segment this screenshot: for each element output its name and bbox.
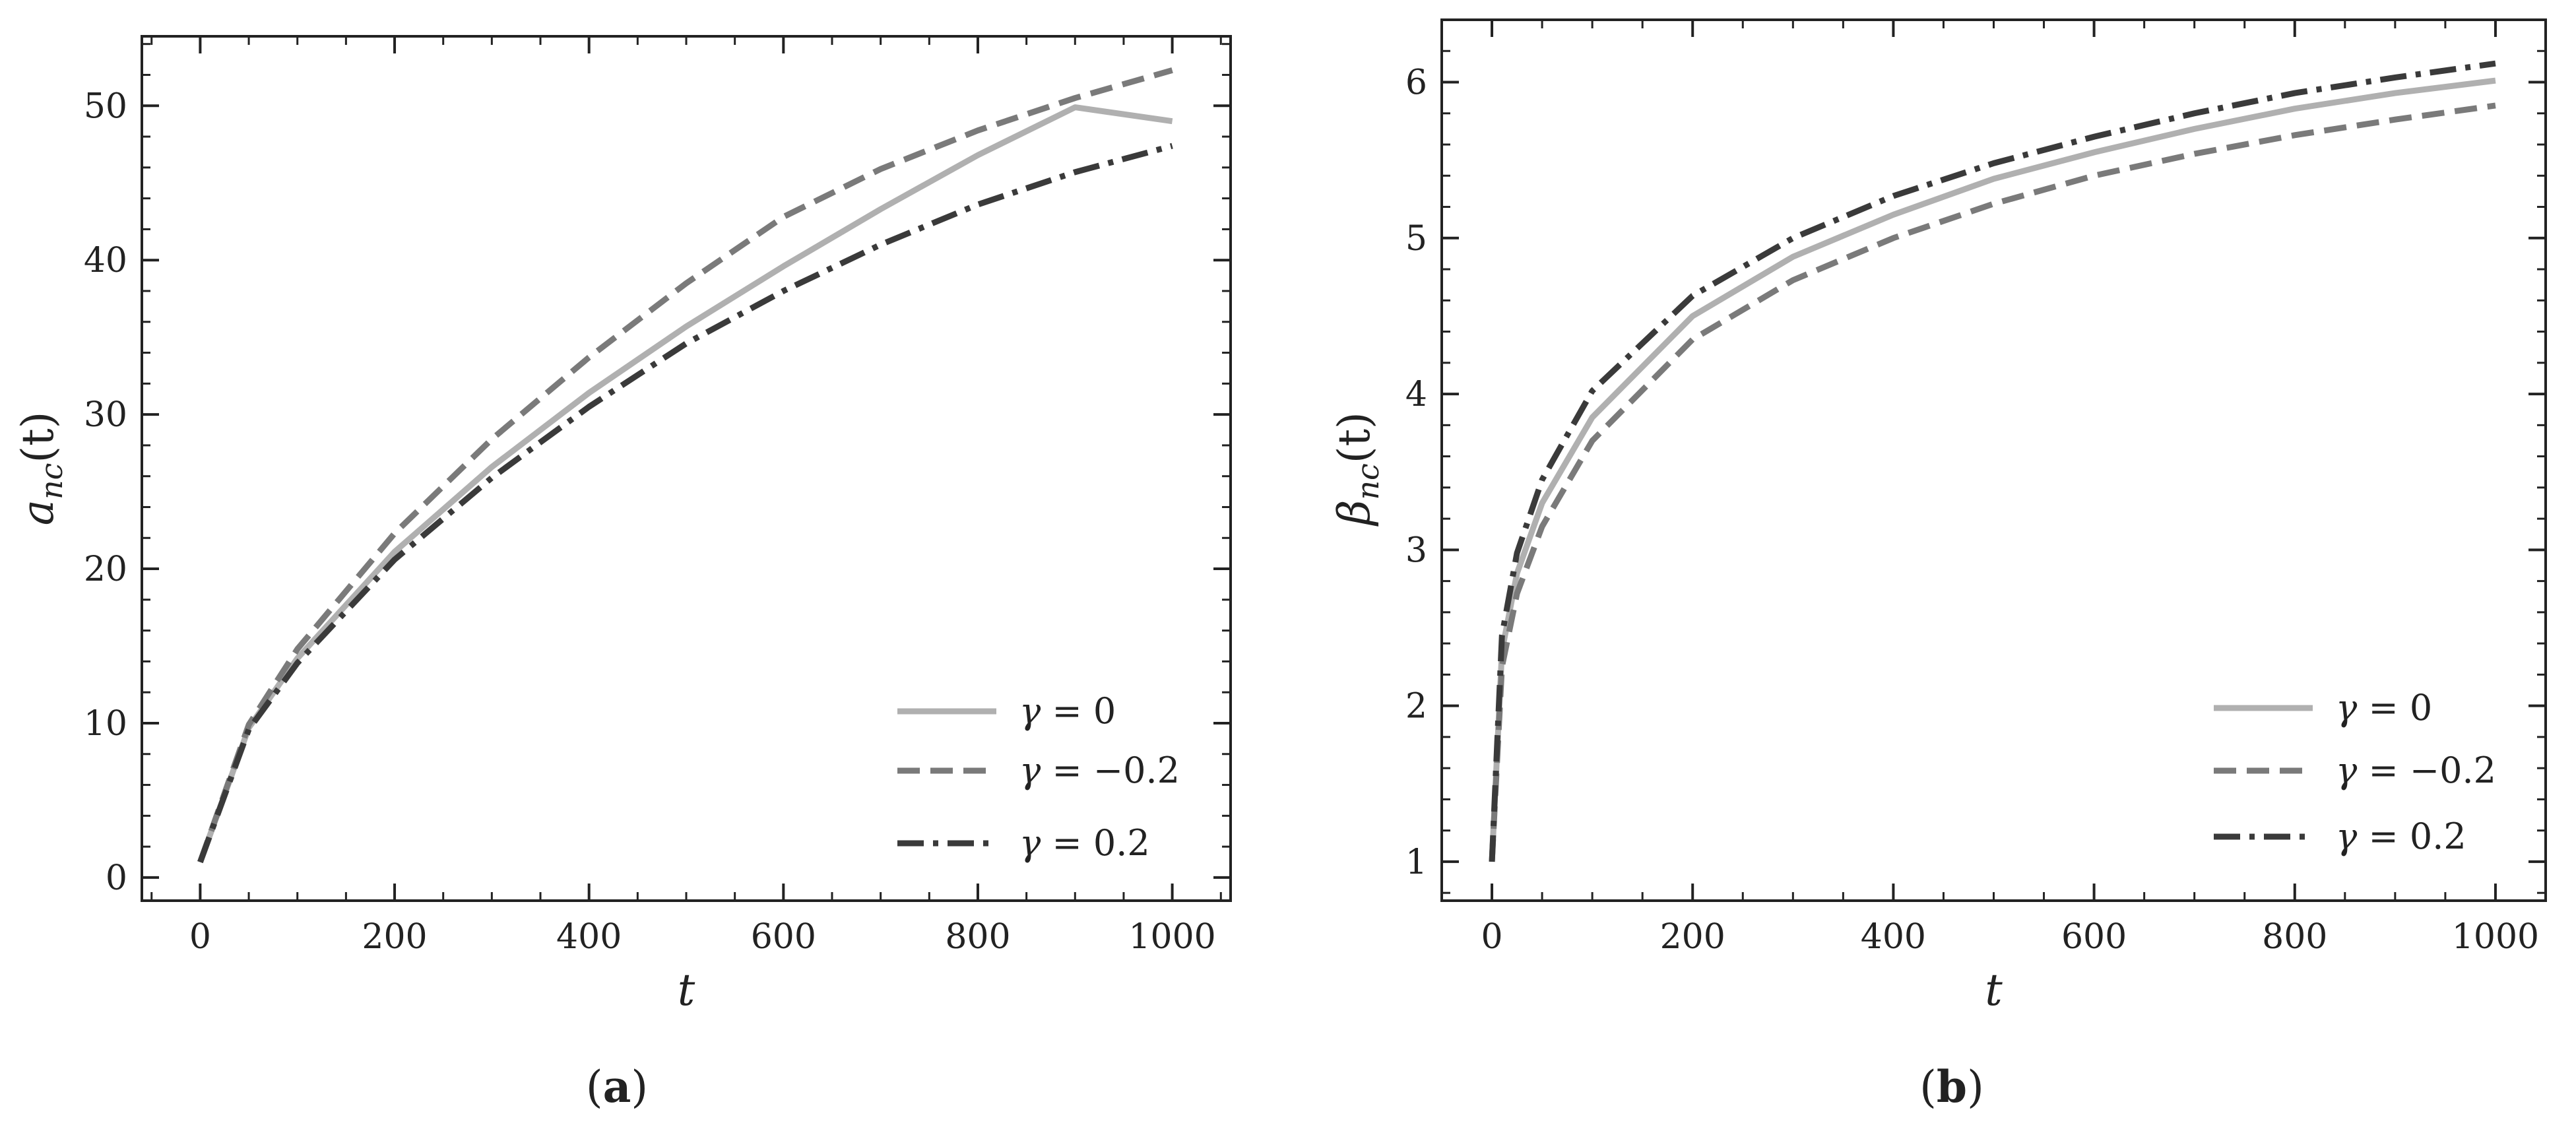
x-tick-label: 600 bbox=[2061, 917, 2127, 957]
y-tick-label: 50 bbox=[84, 86, 127, 126]
y-tick-label: 0 bbox=[106, 858, 127, 898]
legend-label-symbol: γ bbox=[1019, 690, 1041, 732]
x-axis-title: t bbox=[1985, 965, 2003, 1015]
y-tick-label: 40 bbox=[84, 241, 127, 280]
y-axis-title-argument: (t) bbox=[1329, 412, 1380, 463]
y-tick-label: 2 bbox=[1405, 687, 1427, 726]
legend-label-relation: = bbox=[1041, 822, 1093, 864]
y-axis-title-base: a bbox=[13, 499, 63, 525]
x-tick-label: 400 bbox=[556, 917, 622, 957]
series-line-2 bbox=[197, 143, 1173, 864]
y-axis-title-argument: (t) bbox=[13, 412, 63, 463]
legend-label-symbol: γ bbox=[1019, 822, 1041, 864]
legend-label-1: γ = −0.2 bbox=[1019, 750, 1180, 791]
legend-label-symbol: γ bbox=[2336, 750, 2358, 791]
x-tick-label: 800 bbox=[945, 917, 1010, 957]
caption-close-paren: ) bbox=[1967, 1062, 1984, 1112]
y-axis-title-subscript: nc bbox=[1350, 463, 1386, 499]
legend-label-value: −0.2 bbox=[1093, 750, 1180, 791]
caption-letter: b bbox=[1937, 1061, 1967, 1112]
legend-label-relation: = bbox=[2357, 816, 2410, 857]
panel-caption: (a) bbox=[586, 1061, 648, 1112]
legend-label-relation: = bbox=[2357, 750, 2410, 791]
series-line-1 bbox=[1489, 102, 2496, 862]
x-tick-label: 1000 bbox=[1128, 917, 1215, 957]
y-tick-label: 3 bbox=[1405, 531, 1427, 570]
y-axis-title-base: β bbox=[1329, 500, 1380, 527]
legend-label-symbol: γ bbox=[2336, 687, 2358, 728]
legend-label-value: 0.2 bbox=[1093, 822, 1150, 864]
y-tick-label: 10 bbox=[84, 704, 127, 744]
legend-label-value: 0 bbox=[2410, 687, 2432, 728]
y-tick-label: 4 bbox=[1405, 375, 1427, 414]
legend-label-value: −0.2 bbox=[2410, 750, 2496, 791]
legend-label-symbol: γ bbox=[2336, 816, 2358, 857]
series-line-0 bbox=[1489, 77, 2496, 862]
y-tick-label: 1 bbox=[1405, 843, 1427, 882]
y-axis-title: βnc(t) bbox=[1329, 412, 1386, 527]
x-tick-label: 1000 bbox=[2452, 917, 2539, 957]
legend-label-relation: = bbox=[2357, 687, 2410, 728]
legend-label-0: γ = 0 bbox=[2336, 687, 2432, 728]
x-tick-label: 800 bbox=[2262, 917, 2327, 957]
caption-close-paren: ) bbox=[631, 1062, 648, 1112]
legend-label-2: γ = 0.2 bbox=[2336, 816, 2466, 857]
legend-label-value: 0 bbox=[1093, 690, 1116, 732]
y-tick-label: 5 bbox=[1405, 219, 1427, 259]
legend-label-relation: = bbox=[1041, 750, 1093, 791]
legend-label-symbol: γ bbox=[1019, 750, 1041, 791]
caption-open-paren: ( bbox=[1919, 1062, 1937, 1112]
series-line-2 bbox=[1489, 60, 2496, 862]
x-tick-label: 200 bbox=[1660, 917, 1725, 957]
x-axis-title: t bbox=[678, 965, 695, 1015]
series-line-0 bbox=[197, 104, 1173, 864]
caption-letter: a bbox=[603, 1061, 631, 1112]
y-tick-label: 20 bbox=[84, 550, 127, 589]
y-axis-title: anc(t) bbox=[13, 412, 69, 526]
x-tick-label: 0 bbox=[1481, 917, 1502, 957]
caption-open-paren: ( bbox=[586, 1062, 603, 1112]
y-tick-label: 30 bbox=[84, 395, 127, 435]
panel-caption: (b) bbox=[1919, 1061, 1984, 1112]
y-axis-title-subscript: nc bbox=[34, 463, 69, 499]
legend-label-0: γ = 0 bbox=[1019, 690, 1116, 732]
legend-label-2: γ = 0.2 bbox=[1019, 822, 1150, 864]
x-tick-label: 200 bbox=[362, 917, 427, 957]
x-tick-label: 0 bbox=[189, 917, 211, 957]
legend-label-1: γ = −0.2 bbox=[2336, 750, 2496, 791]
legend-label-value: 0.2 bbox=[2410, 816, 2466, 857]
y-tick-label: 6 bbox=[1405, 63, 1427, 103]
x-tick-label: 600 bbox=[751, 917, 816, 957]
legend-label-relation: = bbox=[1041, 690, 1093, 732]
series-line-1 bbox=[197, 67, 1173, 864]
x-tick-label: 400 bbox=[1861, 917, 1926, 957]
